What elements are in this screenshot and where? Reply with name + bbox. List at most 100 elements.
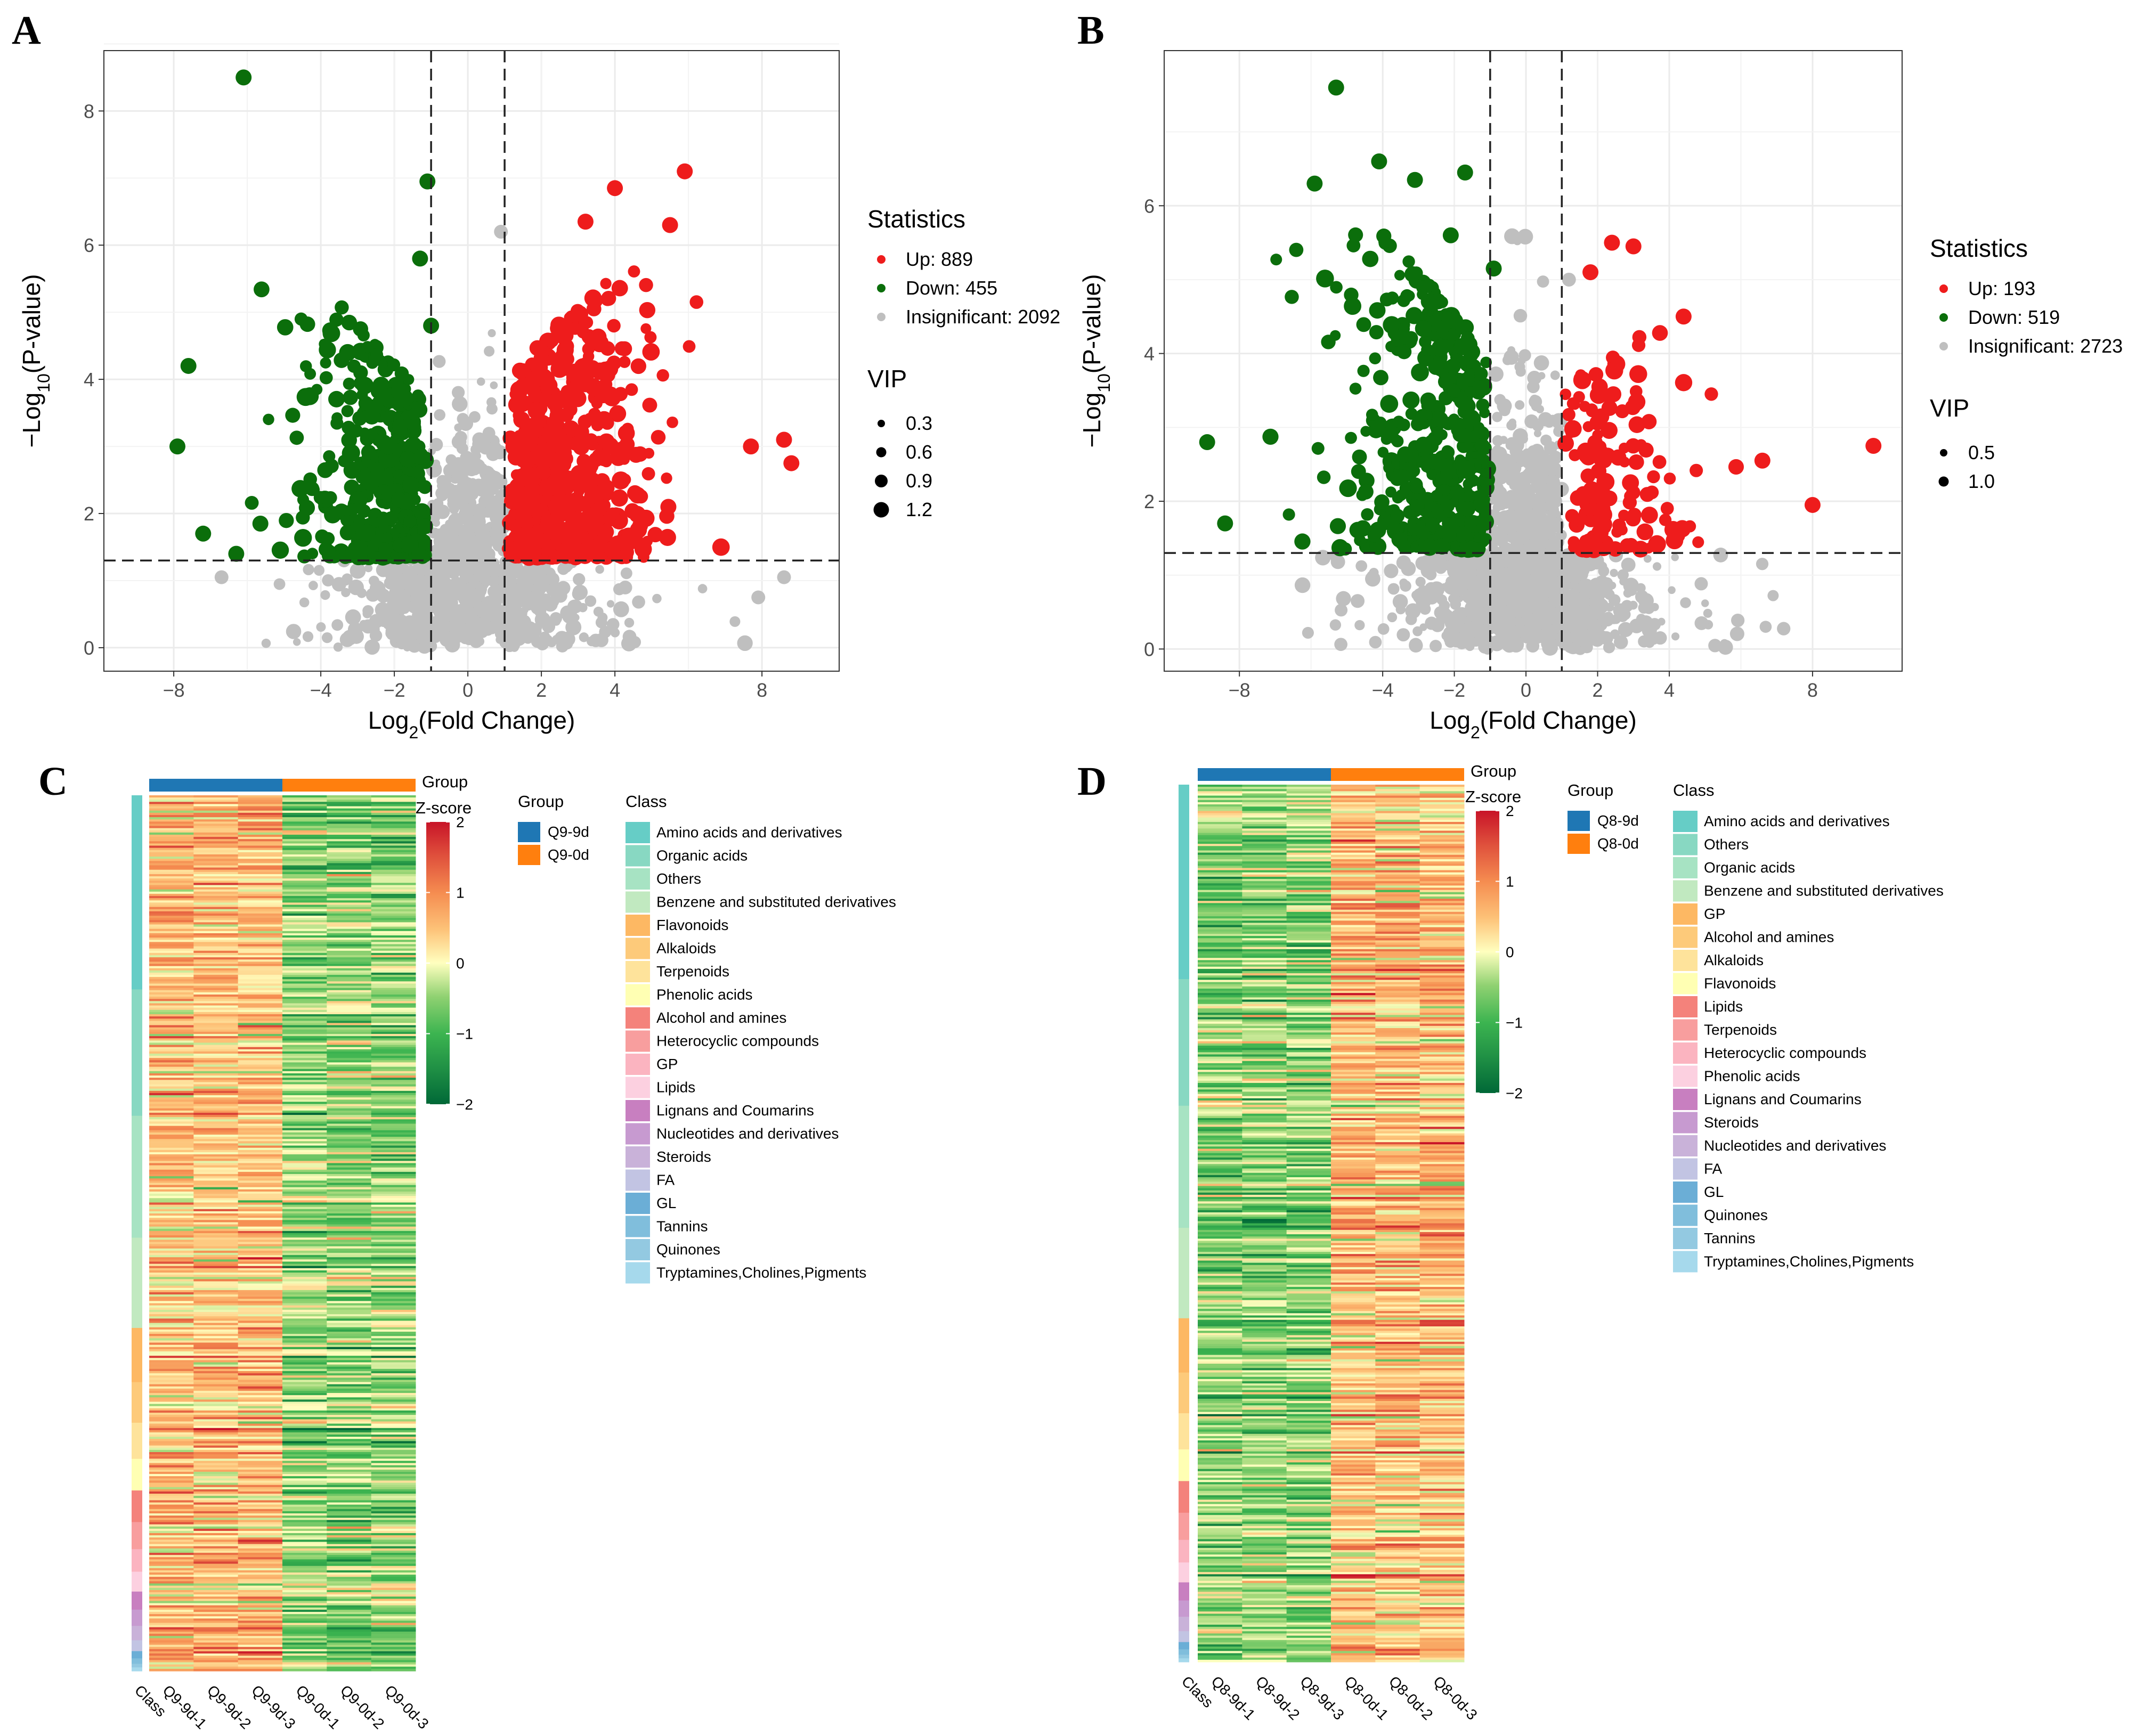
heatmap-cell (282, 952, 327, 956)
heatmap-cell (193, 1021, 239, 1024)
point-insignificant (1777, 622, 1791, 635)
point-down (330, 417, 344, 430)
point-insignificant (1628, 600, 1638, 610)
heatmap-cell (238, 902, 283, 906)
point-insignificant (412, 615, 421, 624)
heatmap-cell (371, 1112, 416, 1115)
point-insignificant (1562, 272, 1576, 287)
heatmap-cell (149, 1001, 194, 1004)
heatmap-cell (371, 1097, 416, 1100)
heatmap-cell (238, 1115, 283, 1118)
heatmap-cell (327, 948, 372, 951)
point-up (562, 525, 576, 539)
heatmap-cell (149, 861, 194, 864)
heatmap-cell (282, 1128, 327, 1131)
point-insignificant (1416, 594, 1431, 609)
heatmap-cell (371, 1071, 416, 1074)
heatmap-cell (327, 1075, 372, 1078)
heatmap-cell (282, 1023, 327, 1026)
heatmap-cell (149, 824, 194, 827)
x-axis-title: Log2(Fold Change) (368, 706, 575, 742)
heatmap-cell (282, 804, 327, 807)
point-insignificant (1486, 591, 1496, 601)
point-up (667, 416, 678, 428)
point-insignificant (1509, 624, 1517, 633)
heatmap-cell (193, 964, 239, 967)
point-down (245, 495, 259, 510)
heatmap-cell (371, 837, 416, 840)
heatmap-cell (238, 804, 283, 807)
point-insignificant (584, 595, 597, 607)
heatmap-cell (282, 922, 327, 925)
legend-swatch (877, 313, 886, 321)
point-insignificant (434, 409, 446, 421)
point-up (689, 295, 704, 309)
point-down (303, 472, 318, 486)
point-insignificant (451, 470, 463, 481)
point-down (361, 444, 377, 460)
point-insignificant (1508, 418, 1516, 427)
point-up (575, 441, 589, 455)
point-up (600, 278, 612, 289)
point-down (400, 451, 416, 468)
heatmap-cell (371, 979, 416, 982)
point-insignificant (444, 560, 453, 569)
point-up (1865, 437, 1882, 454)
point-insignificant (440, 582, 454, 597)
heatmap-cell (149, 1047, 194, 1050)
heatmap-cell (371, 1099, 416, 1102)
point-down (294, 312, 308, 326)
point-down (1422, 279, 1436, 292)
heatmap-cell (238, 1042, 283, 1046)
heatmap-cell (282, 1047, 327, 1050)
class-bar-segment (132, 1658, 142, 1665)
heatmap-cell (282, 955, 327, 958)
point-down (1330, 281, 1343, 294)
heatmap-cell (282, 935, 327, 938)
point-insignificant (456, 500, 465, 509)
point-down (291, 480, 309, 498)
heatmap-cell (149, 922, 194, 925)
heatmap-cell (327, 946, 372, 949)
heatmap-cell (193, 832, 239, 835)
heatmap-cell (371, 944, 416, 947)
heatmap-cell (149, 1042, 194, 1046)
heatmap-cell (371, 898, 416, 901)
heatmap-cell (238, 1095, 283, 1098)
size-legend-label: 0.5 (1968, 442, 1995, 463)
point-down (1199, 434, 1215, 451)
heatmap-cell (282, 1102, 327, 1105)
heatmap-cell (327, 966, 372, 969)
point-up (583, 331, 600, 348)
point-up (576, 453, 591, 469)
heatmap-cell (282, 898, 327, 901)
heatmap-cell (282, 1014, 327, 1017)
point-insignificant (478, 440, 493, 455)
heatmap-cell (193, 834, 239, 837)
heatmap-cell (371, 1062, 416, 1065)
heatmap-cell (149, 911, 194, 914)
heatmap-cell (238, 1007, 283, 1010)
heatmap-cell (282, 1082, 327, 1085)
heatmap-cell (193, 824, 239, 827)
heatmap-cell (193, 1080, 239, 1083)
point-insignificant (1529, 395, 1542, 409)
heatmap-cell (371, 869, 416, 873)
heatmap-cell (149, 1132, 194, 1135)
heatmap-cell (282, 1051, 327, 1054)
point-down (339, 344, 356, 362)
heatmap-cell (149, 797, 194, 800)
heatmap-cell (371, 972, 416, 975)
heatmap-cell (149, 928, 194, 932)
heatmap-cell (193, 1005, 239, 1008)
point-insignificant (484, 346, 495, 357)
point-down (1431, 503, 1444, 517)
heatmap-cell (193, 985, 239, 989)
heatmap-cell (149, 1145, 194, 1148)
heatmap-cell (327, 1115, 372, 1118)
heatmap-cell (282, 1018, 327, 1021)
heatmap-cell (149, 1005, 194, 1008)
heatmap-cell (282, 1012, 327, 1015)
point-down (412, 250, 428, 267)
point-down (1369, 302, 1386, 319)
